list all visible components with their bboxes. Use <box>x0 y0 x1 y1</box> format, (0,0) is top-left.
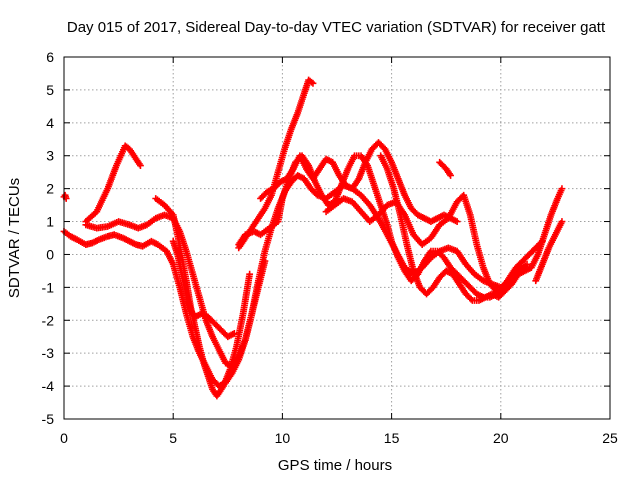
data-point <box>558 185 566 193</box>
x-tick-label: 10 <box>275 430 291 446</box>
plot-frame <box>63 56 611 420</box>
y-tick-label: -4 <box>42 378 55 394</box>
grid-lines <box>64 57 610 419</box>
series-sat-h <box>257 139 461 225</box>
y-tick-label: -2 <box>42 312 55 328</box>
y-tick-label: 3 <box>46 148 54 164</box>
x-tick-label: 20 <box>493 430 509 446</box>
data-points <box>60 76 566 400</box>
x-tick-label: 25 <box>602 430 618 446</box>
y-tick-label: -3 <box>42 345 55 361</box>
data-point <box>491 285 499 293</box>
y-tick-label: 4 <box>46 115 54 131</box>
series-sat-g <box>235 76 317 252</box>
data-point <box>230 330 238 337</box>
series-sat-k <box>436 158 454 179</box>
x-tick-label: 5 <box>169 430 177 446</box>
series-sat-b <box>82 142 144 225</box>
series-sat-m <box>60 191 70 202</box>
data-point <box>137 162 144 169</box>
y-tick-label: -5 <box>42 411 55 427</box>
y-tick-label: 2 <box>46 181 54 197</box>
x-axis-label: GPS time / hours <box>278 457 392 474</box>
data-point <box>523 260 531 268</box>
series-sat-j <box>377 152 566 304</box>
x-tick-label: 15 <box>384 430 400 446</box>
data-point <box>493 287 500 295</box>
chart-title: Day 015 of 2017, Sidereal Day-to-day VTE… <box>67 19 606 36</box>
y-tick-label: 1 <box>46 214 54 230</box>
data-point <box>246 270 254 278</box>
data-point <box>447 172 454 179</box>
y-tick-label: 0 <box>46 246 54 262</box>
series-sat-i <box>322 191 500 295</box>
data-point <box>558 218 566 225</box>
data-point <box>453 218 461 225</box>
y-tick-label: 5 <box>46 82 54 98</box>
y-axis-label: SDTVAR / TECUs <box>6 178 23 298</box>
data-point <box>261 257 269 265</box>
series-sat-l <box>532 218 566 285</box>
series-sat-e <box>169 237 238 341</box>
data-point <box>309 79 317 87</box>
data-point <box>467 295 475 303</box>
x-tick-label: 0 <box>60 430 68 446</box>
y-tick-label: -1 <box>42 279 55 295</box>
data-point <box>308 78 315 86</box>
axis-ticks: 0 5 10 15 20 25 -5 -4 -3 -2 -1 0 1 2 3 4 5 6 <box>42 49 618 446</box>
y-tick-label: 6 <box>46 49 54 65</box>
